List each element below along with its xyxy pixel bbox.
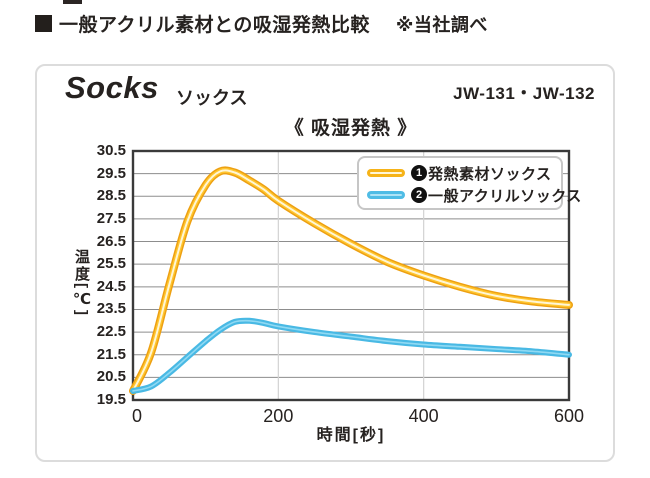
y-tick-label: 24.5 xyxy=(96,277,126,295)
chart-panel xyxy=(35,64,615,462)
product-name-en: Socks xyxy=(65,70,159,105)
series-line-1 xyxy=(132,169,570,392)
x-tick-label: 600 xyxy=(553,406,585,426)
y-tick-label: 26.5 xyxy=(96,232,126,250)
y-tick-label: 19.5 xyxy=(96,391,126,408)
y-tick-label: 29.5 xyxy=(96,164,126,182)
series-line-2 xyxy=(132,319,570,392)
legend-item-acrylic-socks: 2 一般アクリルソックス xyxy=(367,184,581,206)
x-tick-label: 400 xyxy=(408,406,439,426)
product-name-jp: ソックス xyxy=(176,88,248,108)
chart-title: 《 吸湿発熱 》 xyxy=(284,118,418,139)
circled-number-1-icon: 1 xyxy=(411,165,427,181)
x-tick-label: 200 xyxy=(263,406,294,426)
legend-item-heat-socks: 1 発熱素材ソックス xyxy=(367,162,561,184)
y-tick-label: 20.5 xyxy=(96,368,126,386)
bullet-square-icon xyxy=(35,15,52,32)
legend-label: 一般アクリルソックス xyxy=(428,187,582,205)
y-tick-label: 30.5 xyxy=(96,142,126,159)
legend-label: 発熱素材ソックス xyxy=(428,165,552,183)
series-line-2 xyxy=(130,317,572,394)
blue-line-sample-icon xyxy=(367,191,405,199)
clipped-top-element xyxy=(63,0,82,4)
x-tick-label: 0 xyxy=(131,406,142,426)
y-axis-label: 温度[℃] xyxy=(73,249,90,317)
section-title: 一般アクリル素材との吸湿発熱比較 xyxy=(59,15,370,36)
x-axis-label: 時間[秒] xyxy=(316,427,386,444)
y-tick-label: 23.5 xyxy=(96,300,126,318)
circled-number-2-icon: 2 xyxy=(411,187,427,203)
yellow-line-sample-icon xyxy=(367,169,405,177)
y-tick-label: 22.5 xyxy=(96,323,126,341)
plot-border xyxy=(131,149,571,402)
y-tick-label: 21.5 xyxy=(96,345,126,363)
chart-legend: 1 発熱素材ソックス 2 一般アクリルソックス xyxy=(357,156,581,210)
survey-note: ※当社調べ xyxy=(395,14,488,35)
y-tick-label: 25.5 xyxy=(96,255,126,273)
model-numbers: JW-131・JW-132 xyxy=(453,84,595,103)
y-tick-label: 27.5 xyxy=(96,209,126,227)
section-header: 一般アクリル素材との吸湿発熱比較 ※当社調べ xyxy=(35,10,488,37)
y-tick-label: 28.5 xyxy=(96,187,126,205)
